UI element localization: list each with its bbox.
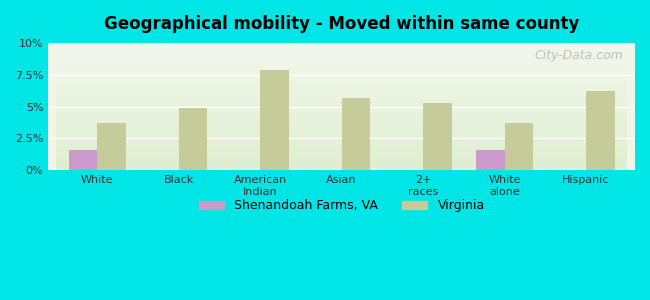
Bar (586, 91, 615, 170)
Bar (476, 150, 504, 170)
Bar (504, 123, 533, 170)
Bar (423, 103, 452, 170)
Bar (179, 108, 207, 170)
Bar (69, 150, 97, 170)
Legend: Shenandoah Farms, VA, Virginia: Shenandoah Farms, VA, Virginia (194, 194, 489, 218)
Text: City-Data.com: City-Data.com (534, 49, 623, 62)
Title: Geographical mobility - Moved within same county: Geographical mobility - Moved within sam… (104, 15, 579, 33)
Bar (342, 98, 370, 170)
Bar (97, 123, 125, 170)
Bar (260, 70, 289, 170)
